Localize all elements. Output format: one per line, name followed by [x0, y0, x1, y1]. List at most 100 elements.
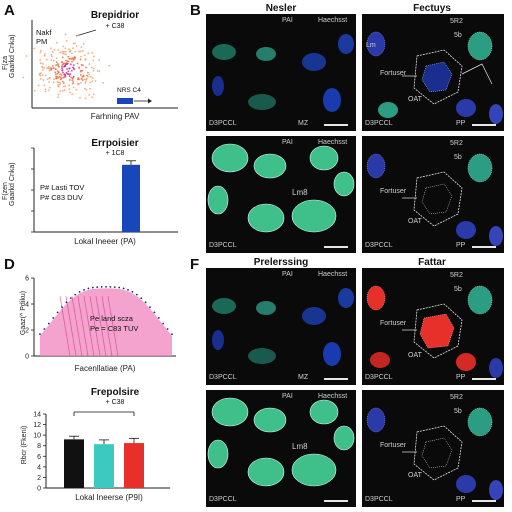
curve-point: [140, 297, 143, 300]
scatter-point: [64, 85, 67, 88]
scatter-point: [81, 75, 84, 78]
scatter-point: [85, 66, 87, 69]
scatter-point: [39, 72, 42, 75]
scatter-point: [91, 80, 94, 83]
label-f3-hoechst: Haechsst: [318, 393, 348, 400]
scatter-point: [62, 85, 65, 88]
scalebar-b4: [472, 246, 496, 248]
scatter-point: [44, 88, 47, 91]
scatter-point: [88, 93, 91, 96]
label-f1-dapi: D3PCCL: [209, 374, 237, 381]
scatter-point: [94, 80, 97, 82]
scatter-point: [70, 76, 73, 79]
scatter-point: [64, 65, 67, 67]
scatter-point: [102, 81, 105, 84]
scatter-point: [61, 65, 63, 68]
bar-d-ytick-label: 10: [33, 433, 41, 440]
scatter-point: [39, 72, 42, 75]
bar-d-ticks: 0 2 4 6 8 10 12 14: [33, 412, 46, 493]
bar-a-bars: [122, 160, 140, 232]
scatter-point: [68, 50, 71, 53]
scatter-point: [58, 75, 61, 78]
scatter-point: [41, 74, 44, 77]
scatter-point: [47, 89, 50, 92]
scatter-point: [54, 73, 57, 76]
scatter-ylabel: F(za Gaarkd Cnka): [2, 34, 16, 78]
bar-d-ytick-label: 0: [37, 486, 41, 493]
scatter-point: [81, 79, 84, 82]
label-b3-lms: Lm8: [292, 188, 308, 197]
label-f3-lms: Lm8: [292, 442, 308, 451]
scatter-point: [75, 88, 78, 91]
scatter-point: [84, 81, 87, 84]
scatter-point: [78, 78, 80, 81]
scatter-point: [79, 58, 82, 61]
bar-d-note: + C38: [105, 399, 125, 406]
bar-d-ytick-label: 6: [37, 454, 41, 461]
scatter-point: [82, 42, 85, 45]
scatter-point: [69, 49, 72, 52]
scatter-point: [57, 85, 60, 88]
scatter-point: [59, 78, 62, 81]
curve-point: [78, 290, 81, 293]
curve-point: [149, 306, 151, 309]
scatter-point: [63, 65, 65, 68]
scatter-point: [57, 48, 60, 51]
scatter-point: [67, 70, 70, 73]
curve-point: [91, 286, 94, 289]
curve-streak: [77, 296, 89, 357]
scatter-point: [63, 73, 66, 76]
bar-d-ylabel: Rbcr (Fkeni): [21, 425, 28, 465]
scatter-point: [57, 81, 60, 84]
scatter-point: [79, 74, 82, 76]
panel-f-col-head-1: Prelerssing: [253, 257, 309, 268]
scatter-point: [70, 52, 73, 55]
scatter-point: [33, 89, 36, 92]
scatter-point: [56, 75, 58, 78]
scatter-point: [76, 82, 79, 85]
scatter-point: [52, 67, 55, 69]
scatter-point: [72, 86, 75, 89]
scatter-point: [61, 61, 64, 63]
scatter-point: [48, 86, 51, 89]
bar-a-annotation-2: P# C83 DUV: [40, 193, 83, 202]
label-f4-sb: 5b: [454, 408, 462, 415]
scalebar-b2: [472, 124, 496, 126]
panel-b-col-head-2: Fectuys: [413, 3, 451, 14]
micrograph-f4: 5R2 5b Fortuser OAT D3PCCL PP: [362, 390, 504, 507]
scatter-point: [69, 63, 72, 66]
label-b4-fortur: Fortuser: [380, 188, 407, 195]
scatter-point: [98, 70, 101, 73]
scatter-point: [74, 56, 77, 59]
curve-xlabel: Facenllatiae (PA): [74, 364, 136, 373]
scatter-point: [71, 60, 73, 63]
scatter-point: [66, 62, 69, 65]
scatter-point: [64, 33, 67, 36]
scatter-point: [62, 62, 65, 65]
scatter-point: [48, 80, 51, 83]
scatter-point: [65, 39, 68, 42]
scatter-point: [55, 77, 58, 80]
scatter-point: [60, 77, 63, 80]
curve-annotation-2: Pe = C83 TUV: [90, 324, 139, 333]
scatter-point: [65, 71, 68, 74]
scatter-point: [55, 77, 58, 80]
label-f2-pp: PP: [456, 374, 466, 381]
scatter-point: [79, 55, 82, 58]
scatter-point: [84, 58, 87, 60]
scatter-point: [57, 63, 59, 65]
scatter-point: [87, 75, 89, 78]
scatter-point: [64, 50, 67, 53]
scatter-point: [55, 57, 58, 60]
scatter-point: [62, 71, 64, 74]
scatter-point: [86, 74, 88, 77]
scatter-point: [57, 96, 60, 99]
scatter-point: [59, 83, 61, 86]
label-f2-dapi: D3PCCL: [365, 374, 393, 381]
scatter-point: [77, 77, 80, 79]
scatter-point: [71, 77, 74, 80]
scatter-point: [73, 57, 76, 60]
scatter-point: [56, 81, 59, 84]
curve-ytick-label: 0: [25, 354, 29, 361]
curve-point: [118, 286, 121, 289]
